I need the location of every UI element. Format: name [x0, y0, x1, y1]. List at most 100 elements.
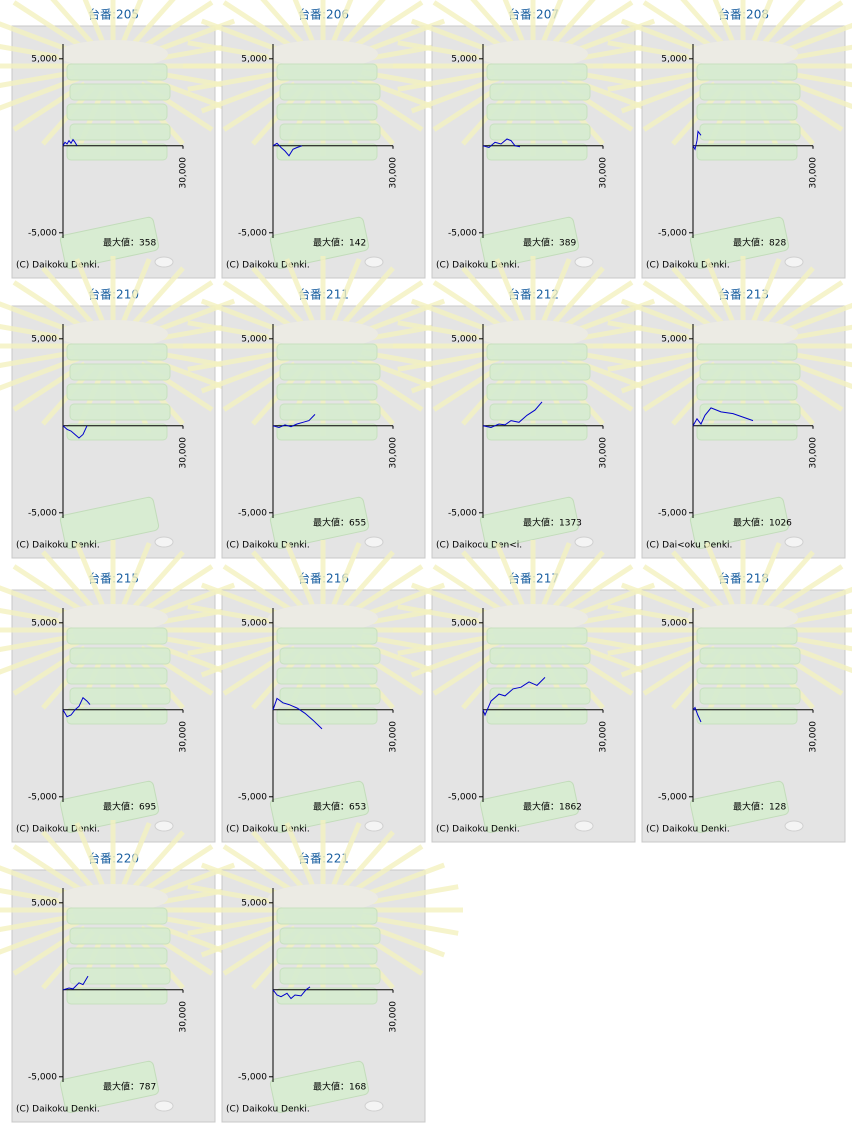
decor-ray	[781, 350, 852, 368]
decor-ray	[74, 653, 105, 718]
decor-ray	[769, 0, 844, 51]
y-tick-label: -5,000	[238, 792, 267, 802]
decor-coin	[574, 820, 594, 832]
decor-tier	[696, 423, 798, 441]
chart-panel: 5,000 -5,000 30,000 最大値：142 (C) Daikoku Denk…	[183, 0, 463, 279]
decor-tier	[66, 63, 168, 81]
decor-ray	[349, 280, 424, 331]
decor-ray	[0, 70, 75, 88]
credit: (C) Daikoku Denki.	[16, 541, 100, 551]
decor-ray	[704, 258, 735, 323]
decor-tier	[276, 423, 378, 441]
decor-top	[58, 320, 168, 348]
decor-ray	[671, 266, 725, 327]
y-tick-label: -5,000	[448, 508, 477, 518]
decor-ray	[121, 89, 152, 154]
decor-tier	[276, 907, 378, 925]
decor-tier	[66, 627, 168, 645]
decor-ray	[12, 0, 87, 51]
decor-ray	[761, 0, 806, 47]
decor-ray	[781, 634, 852, 652]
decor-top	[268, 40, 378, 68]
max-value: 最大値：1026	[733, 517, 792, 529]
decor-coin	[154, 1100, 174, 1112]
decor-tier	[486, 423, 588, 441]
decor-ray	[200, 640, 290, 678]
y-tick-label: -5,000	[658, 228, 687, 238]
decor-top	[268, 604, 378, 632]
decor-ray	[50, 0, 95, 47]
y-tick-label: 5,000	[31, 618, 57, 628]
data-line	[62, 138, 78, 147]
decor-coin	[364, 820, 384, 832]
decor-ray	[341, 830, 395, 891]
data-line	[272, 986, 311, 1000]
decor-tray	[269, 1060, 370, 1113]
decor-ray	[410, 76, 500, 114]
decor-ray	[751, 89, 782, 154]
max-value: 最大値：128	[733, 801, 786, 813]
decor-tier	[69, 927, 171, 945]
decor-ray	[251, 266, 305, 327]
data-line	[482, 138, 521, 149]
decor-ray	[502, 0, 525, 43]
decor-ray	[74, 933, 105, 998]
decor-ray	[41, 550, 95, 611]
decor-ray	[292, 0, 315, 43]
decor-tier	[69, 363, 171, 381]
credit: (C) Daikoku Denki.	[436, 261, 520, 271]
decor-ray	[541, 258, 572, 323]
x-tick-label: 30,000	[179, 721, 189, 753]
decor-ray	[559, 0, 634, 51]
decor-ray	[0, 324, 75, 342]
y-tick-label: 5,000	[661, 54, 687, 64]
max-value: 最大値：1862	[523, 801, 582, 813]
decor-ray	[541, 653, 572, 718]
max-value: 最大値：1373	[523, 517, 582, 529]
data-line	[272, 142, 303, 157]
decor-top	[58, 604, 168, 632]
chart-panel: 5,000 -5,000 30,000 最大値：1862 (C) Daikoku Den…	[393, 540, 673, 843]
decor-ray	[0, 76, 80, 111]
decor-ray	[551, 0, 596, 47]
data-line	[62, 425, 88, 439]
decor-ray	[0, 640, 80, 675]
decor-ray	[642, 564, 717, 615]
decor-tier	[699, 403, 801, 421]
decor-ray	[361, 914, 459, 936]
y-tick-label: 5,000	[31, 54, 57, 64]
decor-ray	[187, 350, 285, 372]
decor-ray	[751, 653, 782, 718]
max-value: 最大値：358	[103, 237, 156, 249]
max-value: 最大値：828	[733, 237, 786, 249]
chart-panel: 5,000 -5,000 30,000 最大値：389 (C) Daikoku Denk…	[393, 0, 673, 279]
y-tick-label: 5,000	[661, 618, 687, 628]
decor-ray	[0, 608, 75, 626]
x-tick-label: 30,000	[389, 437, 399, 469]
data-line	[272, 414, 316, 429]
decor-tier	[276, 383, 378, 401]
max-value: 最大値：695	[103, 801, 156, 813]
decor-ray	[121, 933, 152, 998]
data-line	[692, 130, 702, 151]
y-tick-label: -5,000	[238, 508, 267, 518]
decor-ray	[769, 564, 844, 615]
decor-ray	[620, 356, 710, 394]
decor-ray	[331, 89, 362, 154]
y-tick-label: -5,000	[448, 228, 477, 238]
decor-ray	[551, 550, 605, 611]
decor-ray	[200, 356, 290, 394]
decor-ray	[410, 356, 500, 394]
decor-ray	[284, 933, 315, 998]
decor-ray	[187, 320, 285, 342]
decor-ray	[284, 653, 315, 718]
decor-tier	[69, 687, 171, 705]
y-tick-label: 5,000	[31, 898, 57, 908]
decor-tier	[276, 627, 378, 645]
decor-tier	[66, 987, 168, 1005]
decor-coin	[574, 536, 594, 548]
decor-ray	[551, 266, 605, 327]
decor-tier	[276, 667, 378, 685]
decor-tier	[69, 967, 171, 985]
